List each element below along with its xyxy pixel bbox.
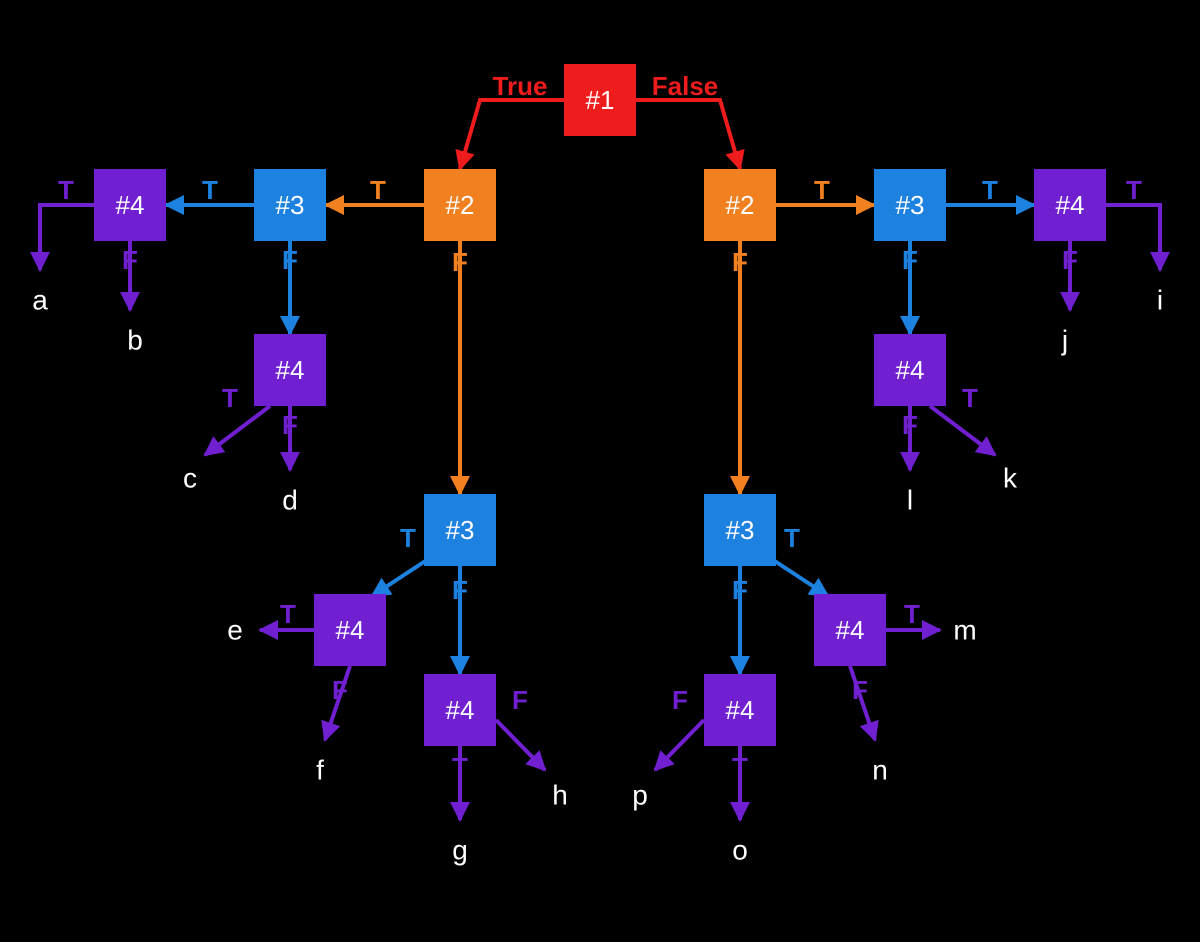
edge xyxy=(205,406,270,455)
edge-label: F xyxy=(452,247,468,277)
edge xyxy=(636,100,740,169)
leaf-label: d xyxy=(282,485,298,516)
edge-label: T xyxy=(370,175,386,205)
leaves-layer: a b c d e f g h i j k l m n o p xyxy=(32,285,1163,866)
node-label: #2 xyxy=(446,190,475,220)
node-label: #3 xyxy=(276,190,305,220)
edge-label: T xyxy=(400,523,416,553)
edge-label: T xyxy=(452,752,468,782)
edge-label: T xyxy=(280,599,296,629)
leaf-label: g xyxy=(452,835,468,866)
leaf-label: a xyxy=(32,285,48,316)
edge-label: T xyxy=(1126,175,1142,205)
leaf-label: b xyxy=(127,325,143,356)
node-label: #3 xyxy=(896,190,925,220)
edge-label: F xyxy=(282,245,298,275)
edge xyxy=(655,720,704,770)
edge-label: T xyxy=(784,523,800,553)
leaf-label: h xyxy=(552,780,568,811)
edge-label: True xyxy=(493,71,548,101)
edge-label: F xyxy=(852,675,868,705)
edge xyxy=(1106,205,1160,270)
edge-label: F xyxy=(902,410,918,440)
edge-label: F xyxy=(282,410,298,440)
edge-label: F xyxy=(452,575,468,605)
edge-label: F xyxy=(332,675,348,705)
edge-label: T xyxy=(814,175,830,205)
edge-label: T xyxy=(58,175,74,205)
edge-label: T xyxy=(962,383,978,413)
edge-label: T xyxy=(202,175,218,205)
leaf-label: f xyxy=(316,755,324,786)
node-label: #3 xyxy=(726,515,755,545)
node-label: #1 xyxy=(586,85,615,115)
leaf-label: c xyxy=(183,463,197,494)
node-label: #4 xyxy=(116,190,145,220)
edge-label: F xyxy=(902,245,918,275)
node-label: #4 xyxy=(1056,190,1085,220)
leaf-label: n xyxy=(872,755,888,786)
edge xyxy=(40,205,94,270)
edge-label: T xyxy=(904,599,920,629)
node-label: #2 xyxy=(726,190,755,220)
edge-label: F xyxy=(1062,245,1078,275)
node-label: #4 xyxy=(836,615,865,645)
node-label: #4 xyxy=(276,355,305,385)
edge-label: F xyxy=(672,685,688,715)
edge-label: T xyxy=(732,752,748,782)
edge-label: F xyxy=(122,245,138,275)
leaf-label: l xyxy=(907,485,913,516)
decision-tree-diagram: True False T T T T T T F F T F F F T F F F T F T F T F T F T F T F #1 #… xyxy=(0,0,1200,942)
node-label: #3 xyxy=(446,515,475,545)
edge xyxy=(930,406,995,455)
node-label: #4 xyxy=(726,695,755,725)
node-label: #4 xyxy=(446,695,475,725)
edges-layer: True False T T T T T T F F T F F F T F F F T F T F T F T F T F T F xyxy=(40,71,1160,820)
leaf-label: o xyxy=(732,835,748,866)
edge-label: False xyxy=(652,71,719,101)
leaf-label: k xyxy=(1003,463,1018,494)
edge-label: T xyxy=(222,383,238,413)
node-label: #4 xyxy=(336,615,365,645)
leaf-label: p xyxy=(632,780,648,811)
edge xyxy=(460,100,564,169)
leaf-label: i xyxy=(1157,285,1163,316)
edge-label: F xyxy=(732,247,748,277)
leaf-label: m xyxy=(953,615,976,646)
node-label: #4 xyxy=(896,355,925,385)
edge-label: T xyxy=(982,175,998,205)
edge-label: F xyxy=(732,575,748,605)
edge xyxy=(496,720,545,770)
leaf-label: j xyxy=(1061,325,1068,356)
leaf-label: e xyxy=(227,615,243,646)
edge-label: F xyxy=(512,685,528,715)
